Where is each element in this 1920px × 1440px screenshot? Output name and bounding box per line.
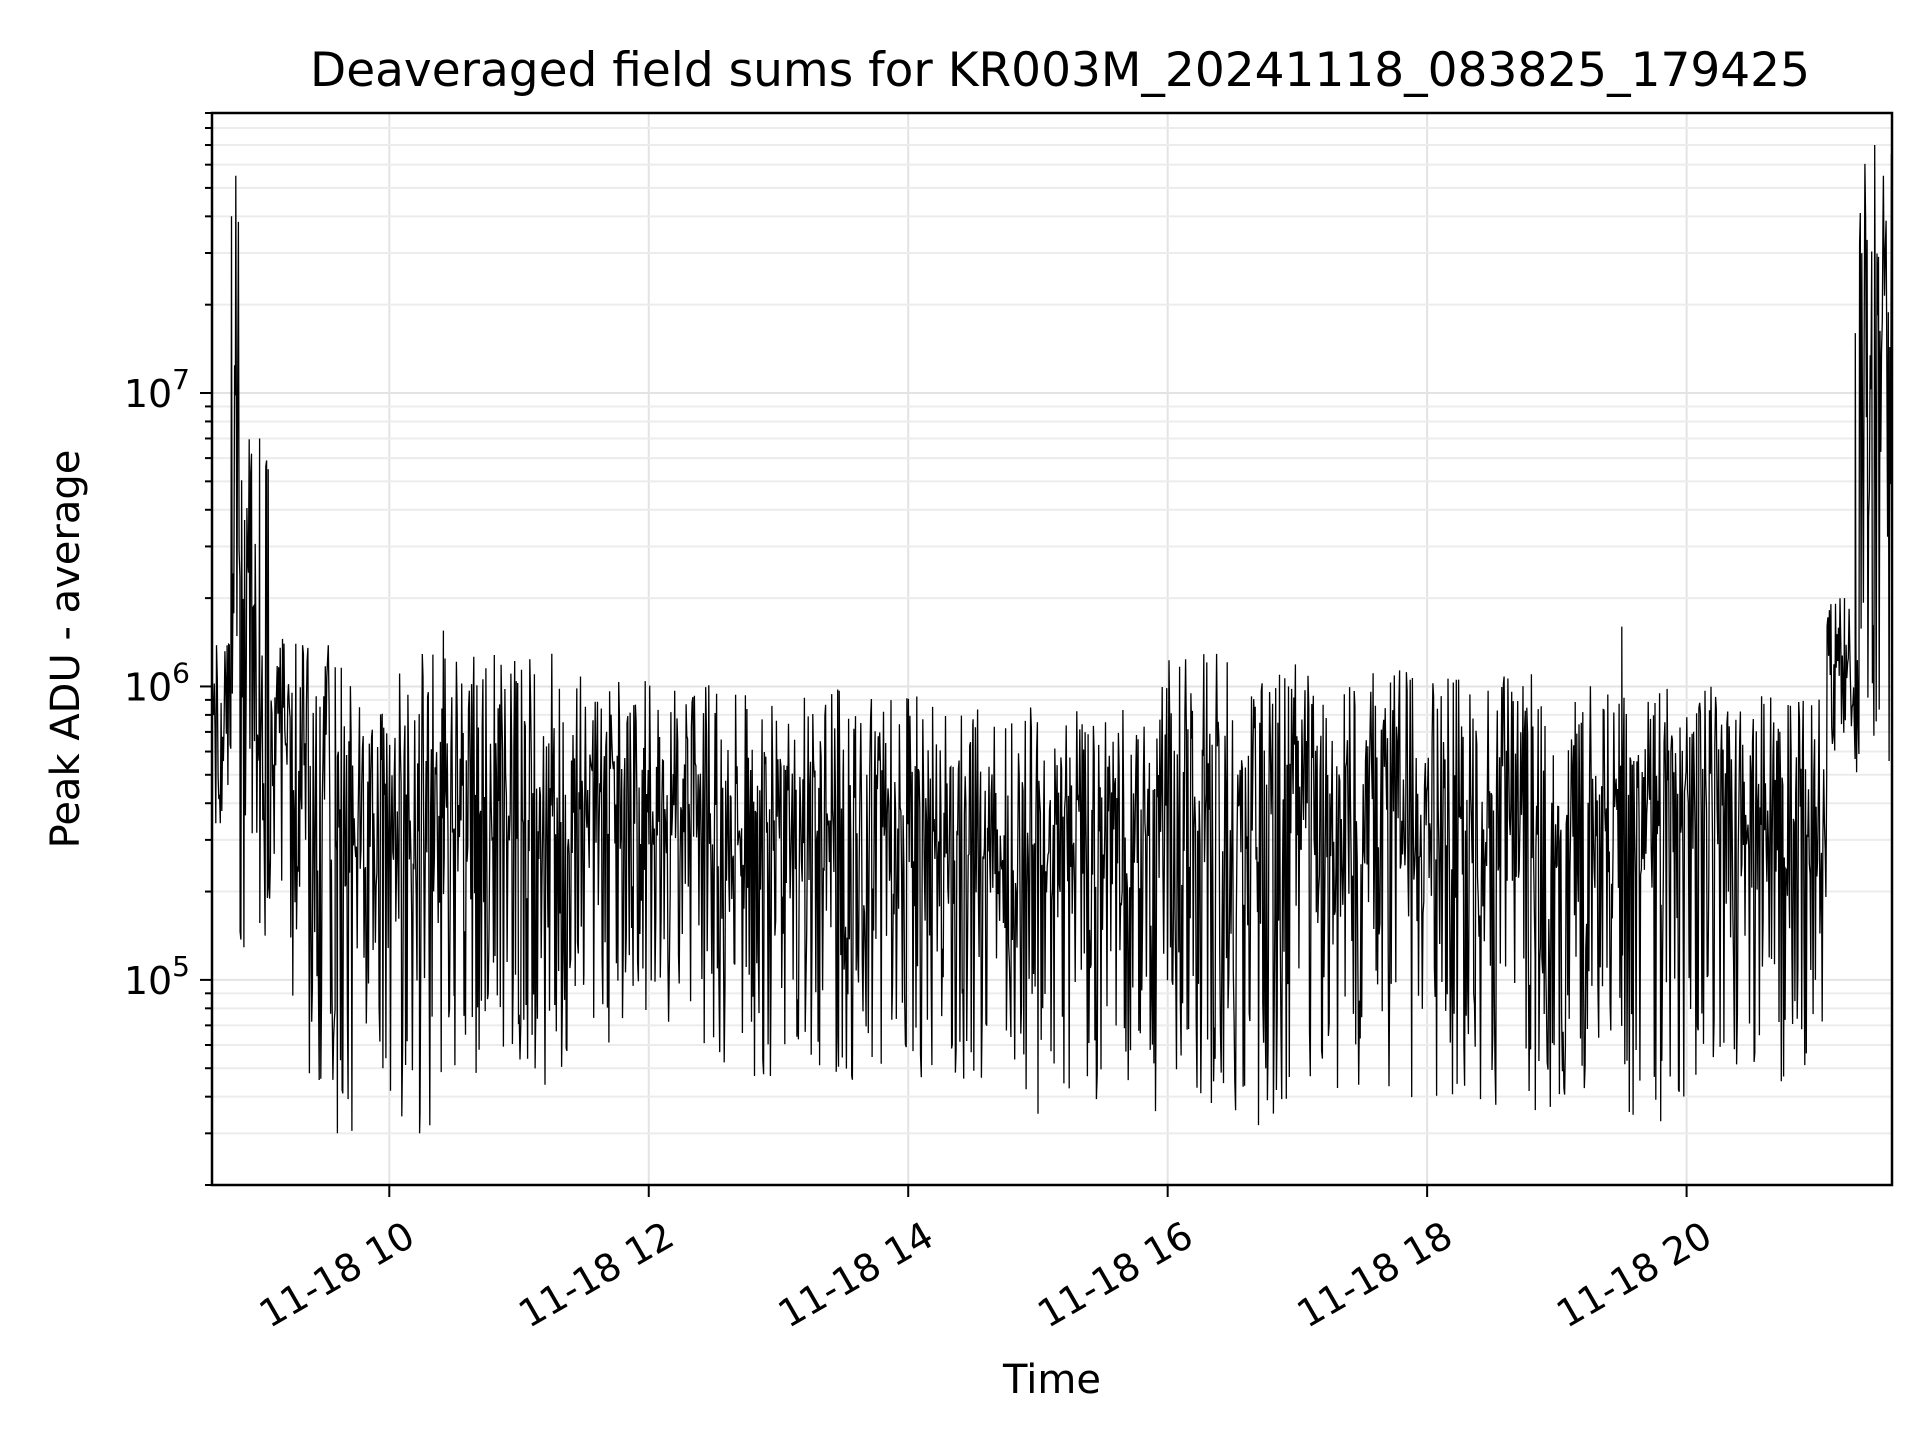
x-axis: 11-18 10 11-18 12 11-18 14 11-18 16 11-18 18… (252, 1185, 1719, 1336)
x-axis-label: Time (1002, 1357, 1101, 1403)
series-path (211, 144, 1893, 1134)
grid (212, 112, 1892, 1186)
chart-title: Deaveraged field sums for KR003M_2024111… (310, 43, 1810, 98)
y-tick-label-1: 106 (124, 656, 190, 709)
x-tick-label-2: 11-18 14 (771, 1213, 941, 1337)
y-tick-label-2: 107 (124, 363, 190, 416)
x-tick-label-4: 11-18 18 (1290, 1213, 1460, 1337)
plot-frame (210, 111, 1894, 1187)
y-tick-label-0: 105 (124, 950, 190, 1003)
y-axis: 105 106 107 (124, 112, 212, 1186)
series-line (211, 144, 1893, 1134)
y-axis-label: Peak ADU - average (43, 450, 89, 849)
x-tick-label-1: 11-18 12 (511, 1213, 681, 1337)
x-tick-label-0: 11-18 10 (252, 1213, 422, 1337)
x-tick-label-3: 11-18 16 (1030, 1213, 1200, 1337)
x-tick-label-5: 11-18 20 (1549, 1213, 1719, 1337)
